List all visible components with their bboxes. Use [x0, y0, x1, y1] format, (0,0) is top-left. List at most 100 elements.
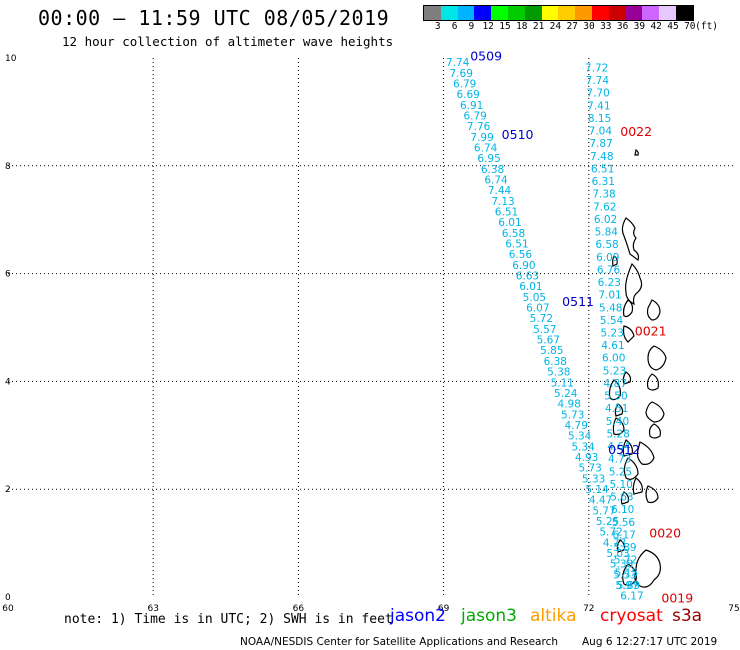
colorbar-swatch	[608, 6, 626, 20]
colorbar-label: 30	[583, 21, 595, 32]
swh-value: 4.98	[558, 399, 581, 411]
colorbar-label: 21	[532, 21, 545, 32]
y-tick-label: 8	[5, 162, 11, 172]
swh-value: 5.63	[610, 492, 633, 504]
axis-ticks: 60 63 66 69 72 75 0 2 4 6 8 10	[2, 54, 739, 614]
x-tick-label: 63	[147, 604, 158, 614]
x-tick-label: 72	[583, 604, 594, 614]
swh-value: 5.33	[582, 473, 605, 485]
swh-value: 5.03	[606, 548, 629, 560]
pass-label: 0512	[608, 442, 640, 457]
swh-value: 7.48	[590, 151, 613, 163]
swh-value: 5.23	[603, 365, 626, 377]
swh-value: 4.61	[601, 340, 624, 352]
swh-value: 7.74	[446, 57, 470, 69]
swh-value: 8.15	[588, 113, 611, 125]
swh-value: 5.56	[612, 517, 636, 529]
island-outline	[616, 539, 626, 553]
swh-value: 4.73	[603, 537, 626, 549]
legend-altika: altika	[530, 606, 577, 626]
colorbar-label: 15	[499, 21, 511, 32]
swh-value: 6.63	[516, 271, 539, 283]
colorbar-swatch	[575, 6, 592, 20]
pass-label: 0510	[502, 127, 534, 142]
swh-value: 6.95	[477, 153, 500, 165]
x-tick-label: 66	[293, 604, 305, 614]
swh-value: 6.51	[591, 163, 614, 175]
island-outline	[636, 441, 655, 465]
x-tick-label: 69	[438, 604, 450, 614]
swh-value: 5.23	[601, 328, 624, 340]
swh-value: 5.53	[613, 569, 636, 581]
swh-value: 7.70	[586, 88, 609, 100]
swh-value: 7.41	[587, 100, 610, 112]
swh-value: 5.34	[568, 431, 592, 443]
pass-label: 0020	[649, 526, 681, 541]
swh-value: 4.47	[589, 495, 612, 507]
pass-label: 0019	[661, 590, 693, 605]
swh-value: 6.58	[502, 228, 525, 240]
map-title: 00:00 – 11:59 UTC 08/05/2019	[38, 6, 390, 30]
swh-value: 6.58	[595, 239, 618, 251]
island-outline	[620, 491, 630, 505]
island-outline	[622, 371, 632, 385]
island-outline	[612, 417, 625, 436]
legend-jason2: jason2	[390, 606, 446, 626]
swh-value: 5.15	[615, 567, 638, 579]
pass-label: 0509	[470, 49, 502, 64]
island-outline	[634, 149, 639, 156]
swh-value: 5.11	[551, 377, 574, 389]
colorbar-label: 18	[516, 21, 528, 32]
swh-value: 5.10	[609, 479, 632, 491]
colorbar-swatch	[457, 6, 475, 20]
y-tick-label: 2	[5, 485, 11, 495]
island-outline	[645, 401, 665, 423]
swh-value: 6.00	[602, 353, 625, 365]
swh-value: 7.04	[589, 126, 613, 138]
swh-value: 4.51	[605, 403, 628, 415]
swh-value: 6.38	[481, 164, 504, 176]
colorbar-label: 33	[600, 21, 612, 32]
map-subtitle: 12 hour collection of altimeter wave hei…	[62, 34, 394, 49]
y-tick-label: 10	[5, 54, 17, 64]
swh-value: 4.64	[607, 441, 631, 453]
swh-value: 6.01	[519, 281, 542, 293]
swh-value: 6.31	[592, 176, 615, 188]
swh-value: 5.89	[613, 542, 636, 554]
colorbar-swatch	[591, 6, 609, 20]
swh-value: 6.69	[456, 89, 479, 101]
swh-value: 6.02	[594, 214, 617, 226]
island-outline	[622, 439, 633, 457]
pass-labels: 0509 0510 0511 0512 0022 0021 0020 0019	[470, 49, 693, 606]
colorbar-label: (ft)	[695, 21, 719, 32]
island-outline	[612, 255, 618, 267]
colorbar-label: 70	[684, 21, 696, 32]
x-tick-label: 75	[728, 604, 739, 614]
y-tick-label: 0	[5, 593, 11, 603]
colorbar-label: 6	[451, 21, 458, 32]
island-outline	[623, 457, 639, 480]
colorbar-swatch	[675, 6, 693, 20]
swh-value: 5.14	[585, 484, 609, 496]
swh-value: 5.50	[604, 391, 627, 403]
swh-value: 6.51	[505, 239, 528, 251]
swh-value: 5.25	[609, 466, 632, 478]
maldives-islands	[608, 149, 667, 588]
swh-value: 5.28	[606, 428, 629, 440]
swh-value: 4.87	[604, 378, 627, 390]
swh-value: 5.05	[523, 292, 546, 304]
island-outline	[648, 423, 661, 439]
swh-value: 6.07	[526, 303, 549, 315]
swh-value: 5.84	[595, 227, 619, 239]
swh-value: 6.74	[484, 174, 508, 186]
colorbar-label: 45	[667, 21, 679, 32]
swh-value: 7.72	[585, 62, 608, 74]
island-outline	[647, 345, 667, 371]
swh-value: 6.56	[509, 249, 533, 261]
swh-value: 6.01	[498, 217, 521, 229]
island-outline	[621, 217, 640, 261]
swh-value: 5.40	[606, 416, 629, 428]
footer-credit: NOAA/NESDIS Center for Satellite Applica…	[240, 636, 558, 648]
island-outline	[614, 403, 624, 417]
